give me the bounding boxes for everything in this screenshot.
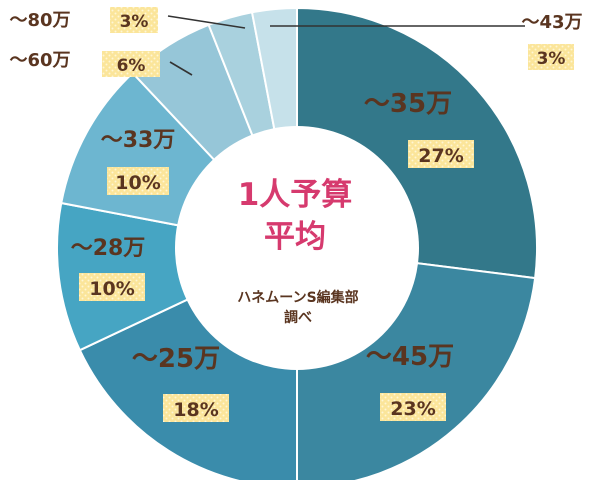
leader-line-6	[167, 15, 246, 29]
source-note-line-1: ハネムーンS編集部	[237, 289, 358, 306]
slice-label-2: 〜25万	[132, 344, 220, 374]
slice-pct-1: 23%	[390, 398, 435, 420]
pct-box-5	[102, 51, 160, 77]
pct-box-4	[107, 167, 169, 195]
slice-pct-6: 3%	[120, 12, 149, 32]
slice-label-0: 〜35万	[364, 89, 452, 119]
slice-label-7: 〜43万	[521, 12, 582, 33]
slice-label-1: 〜45万	[366, 342, 454, 372]
slice-pct-4: 10%	[115, 172, 160, 194]
slice-pct-5: 6%	[117, 56, 146, 76]
chart-title-line-1: 1人予算	[238, 177, 353, 213]
slice-pct-3: 10%	[89, 278, 134, 300]
slice-pct-0: 27%	[418, 145, 463, 167]
slice-label-6: 〜80万	[9, 10, 70, 31]
slice-pct-7: 3%	[537, 49, 566, 69]
pct-box-6	[110, 7, 158, 33]
pct-box-1	[380, 393, 446, 421]
pct-box-7	[528, 44, 574, 70]
label-group: 〜35万 27% 〜45万 23% 〜25万 18% 〜28万 10% 〜33万 10% 〜60万 6…	[9, 7, 583, 422]
leader-line-5	[169, 61, 193, 76]
pct-box-0	[408, 140, 474, 168]
donut-hole	[175, 126, 419, 370]
slice-label-5: 〜60万	[9, 50, 70, 71]
slice-label-3: 〜28万	[71, 236, 146, 261]
slice-label-4: 〜33万	[101, 128, 176, 153]
chart-title-line-2: 平均	[264, 219, 326, 255]
leader-lines	[167, 15, 525, 76]
source-note-line-2: 調べ	[284, 309, 312, 326]
pct-box-2	[163, 394, 229, 422]
pct-box-3	[79, 273, 145, 301]
slice-pct-2: 18%	[173, 399, 218, 421]
